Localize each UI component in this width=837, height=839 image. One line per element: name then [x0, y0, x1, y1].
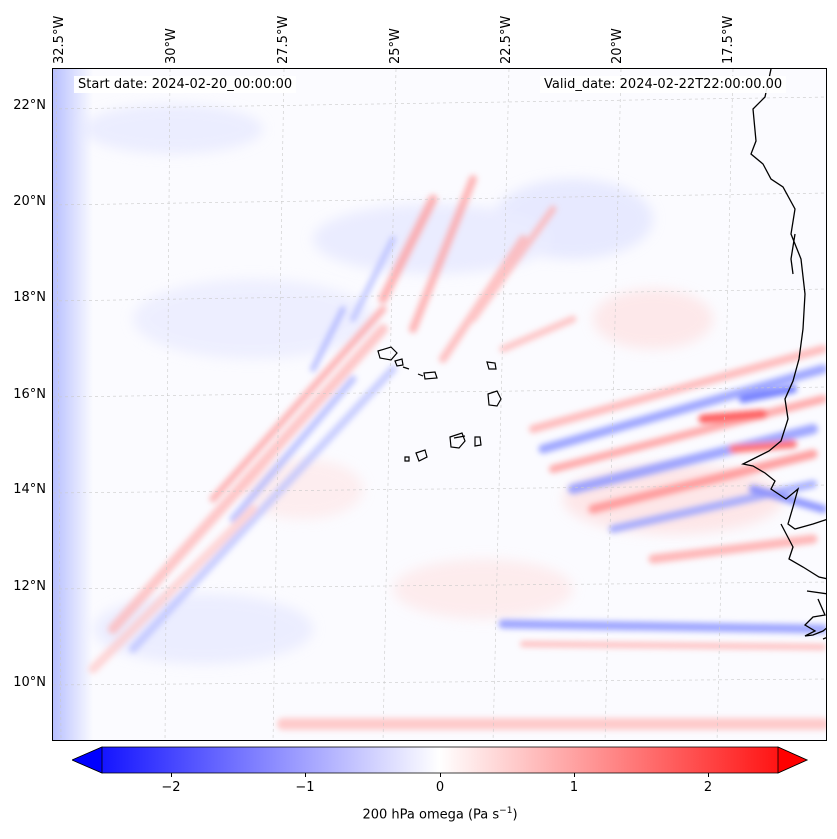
lat-label-22n: 22°N [13, 98, 46, 113]
colorbar-label-text: 200 hPa omega (Pa s [362, 807, 500, 823]
lat-label-20n: 20°N [13, 194, 46, 209]
colorbar-tick-label: 1 [569, 780, 579, 795]
colorbar-tickmark [305, 773, 306, 777]
colorbar-tick-label: −1 [295, 780, 315, 795]
lon-label-27-5w: 27.5°W [276, 15, 291, 64]
lat-label-18n: 18°N [13, 290, 46, 305]
start-date-label: Start date: 2024-02-20_00:00:00 [74, 76, 297, 93]
lon-label-32-5w: 32.5°W [52, 15, 67, 64]
colorbar-tickmark [574, 773, 575, 777]
lon-label-17-5w: 17.5°W [721, 15, 736, 64]
lat-label-16n: 16°N [13, 387, 46, 402]
colorbar-tick-label: 2 [703, 780, 713, 795]
omega-field-map [53, 69, 826, 740]
colorbar [72, 746, 808, 774]
colorbar-tickmark [171, 773, 172, 777]
colorbar-tickmark [708, 773, 709, 777]
colorbar-tick-label: 0 [435, 780, 445, 795]
lat-label-12n: 12°N [13, 579, 46, 594]
colorbar-tick-label: −2 [161, 780, 181, 795]
colorbar-label: 200 hPa omega (Pa s−1) [0, 806, 837, 822]
map-panel [52, 68, 827, 741]
lat-label-10n: 10°N [13, 675, 46, 690]
colorbar-label-close: ) [512, 807, 518, 823]
lon-label-30w: 30°W [164, 28, 179, 64]
lat-label-14n: 14°N [13, 482, 46, 497]
lon-label-20w: 20°W [610, 28, 625, 64]
lon-label-22-5w: 22.5°W [499, 15, 514, 64]
lon-label-25w: 25°W [388, 28, 403, 64]
colorbar-tickmark [440, 773, 441, 777]
colorbar-label-exponent: −1 [499, 806, 513, 816]
valid-date-label: Valid_date: 2024-02-22T22:00:00.00 [540, 76, 787, 93]
